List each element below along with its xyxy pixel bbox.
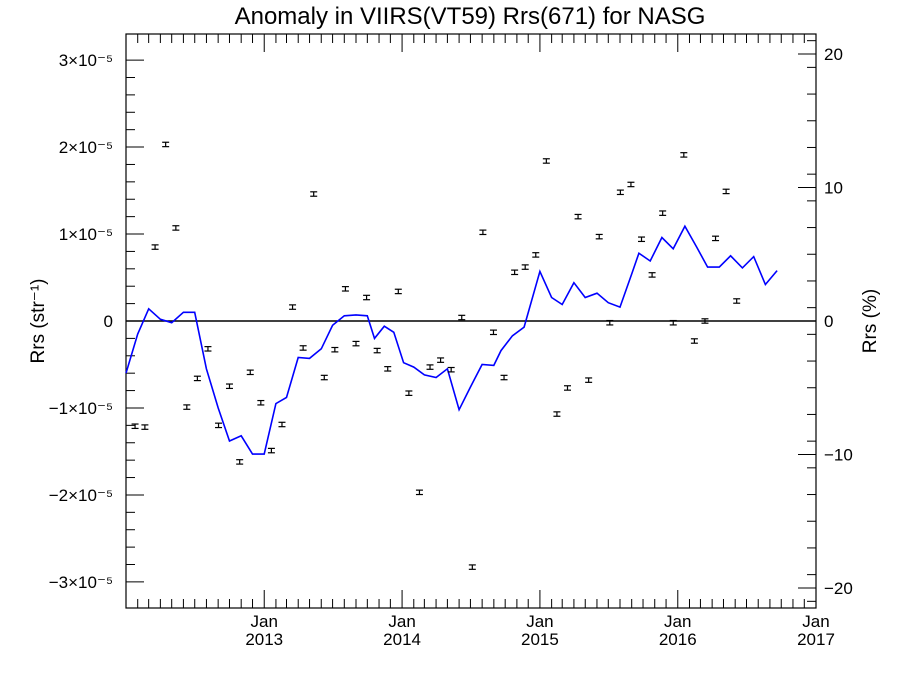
data-point — [162, 141, 170, 148]
data-point — [352, 340, 360, 347]
left-tick-label: −1×10⁻⁵ — [49, 399, 113, 418]
data-point — [131, 423, 139, 430]
left-tick-label: 2×10⁻⁵ — [59, 138, 113, 157]
right-axis-labels: −20 −10 0 10 20 — [824, 45, 853, 598]
data-point — [331, 346, 339, 353]
right-tick-label: −20 — [824, 579, 853, 598]
data-point — [489, 329, 497, 336]
data-point — [415, 489, 423, 496]
data-point — [595, 233, 603, 240]
data-point — [215, 422, 223, 429]
data-point — [638, 236, 646, 243]
data-point — [384, 366, 392, 372]
data-point — [659, 210, 667, 216]
x-tick-label-year: 2013 — [245, 630, 283, 649]
data-point — [310, 191, 318, 197]
data-point — [151, 244, 159, 250]
x-tick-label-month: Jan — [388, 612, 415, 631]
data-point — [648, 272, 656, 278]
data-point — [722, 188, 730, 195]
x-tick-label-year: 2017 — [797, 630, 835, 649]
data-point — [669, 319, 677, 326]
x-tick-label-year: 2015 — [521, 630, 559, 649]
data-point — [299, 345, 307, 351]
left-tick-label: 1×10⁻⁵ — [59, 225, 113, 244]
data-point — [553, 411, 561, 417]
data-point — [204, 346, 212, 352]
data-point — [363, 294, 371, 301]
data-point — [563, 385, 571, 391]
data-point — [257, 399, 265, 406]
data-point — [267, 447, 275, 454]
right-tick-label: −10 — [824, 445, 853, 464]
data-point — [141, 424, 149, 430]
data-point — [320, 374, 328, 381]
y-axis-label-right: Rrs (%) — [860, 289, 881, 353]
y-axis-label-left: Rrs (str⁻¹) — [28, 279, 49, 364]
data-point — [437, 357, 445, 363]
data-point — [479, 229, 487, 236]
data-point — [585, 377, 593, 383]
data-point — [521, 264, 529, 270]
data-point — [246, 369, 254, 376]
left-tick-label: 3×10⁻⁵ — [59, 51, 113, 70]
x-tick-label-month: Jan — [664, 612, 691, 631]
data-point — [447, 366, 455, 373]
left-tick-label: 0 — [104, 312, 113, 331]
data-point — [426, 364, 434, 370]
data-point — [183, 404, 191, 410]
data-point — [225, 383, 233, 390]
data-point — [574, 213, 582, 220]
data-point — [680, 152, 688, 158]
right-tick-label: 0 — [824, 312, 833, 331]
data-point — [690, 338, 698, 344]
x-tick-label-month: Jan — [802, 612, 829, 631]
data-point — [733, 298, 741, 304]
left-tick-label: −3×10⁻⁵ — [49, 573, 113, 592]
data-point — [458, 314, 466, 321]
data-point — [394, 288, 402, 295]
right-tick-label: 10 — [824, 179, 843, 198]
chart-title: Anomaly in VIIRS(VT59) Rrs(671) for NASG — [235, 3, 706, 30]
data-points — [131, 141, 741, 570]
data-point — [468, 564, 476, 570]
right-tick-label: 20 — [824, 45, 843, 64]
data-point — [606, 319, 614, 326]
data-point — [289, 304, 297, 310]
x-tick-label-month: Jan — [526, 612, 553, 631]
data-point — [627, 181, 635, 188]
data-point — [511, 269, 519, 276]
x-tick-label-year: 2016 — [659, 630, 697, 649]
left-tick-label: −2×10⁻⁵ — [49, 486, 113, 505]
data-point — [500, 374, 508, 381]
trend-line-series — [125, 224, 778, 455]
data-point — [278, 421, 286, 428]
x-tick-label-month: Jan — [251, 612, 278, 631]
left-axis-labels: −3×10⁻⁵ −2×10⁻⁵ −1×10⁻⁵ 0 1×10⁻⁵ 2×10⁻⁵ 3×10⁻⁵ — [49, 51, 113, 592]
data-point — [712, 235, 720, 242]
data-point — [236, 459, 244, 465]
data-point — [532, 252, 540, 258]
data-point — [701, 318, 709, 324]
data-point — [172, 225, 180, 231]
axis-ticks — [125, 34, 816, 608]
data-point — [616, 189, 624, 196]
data-point — [405, 390, 413, 396]
data-point — [341, 286, 349, 292]
x-tick-label-year: 2014 — [383, 630, 421, 649]
data-point — [193, 375, 201, 382]
data-point — [542, 158, 550, 164]
data-point — [373, 347, 381, 354]
